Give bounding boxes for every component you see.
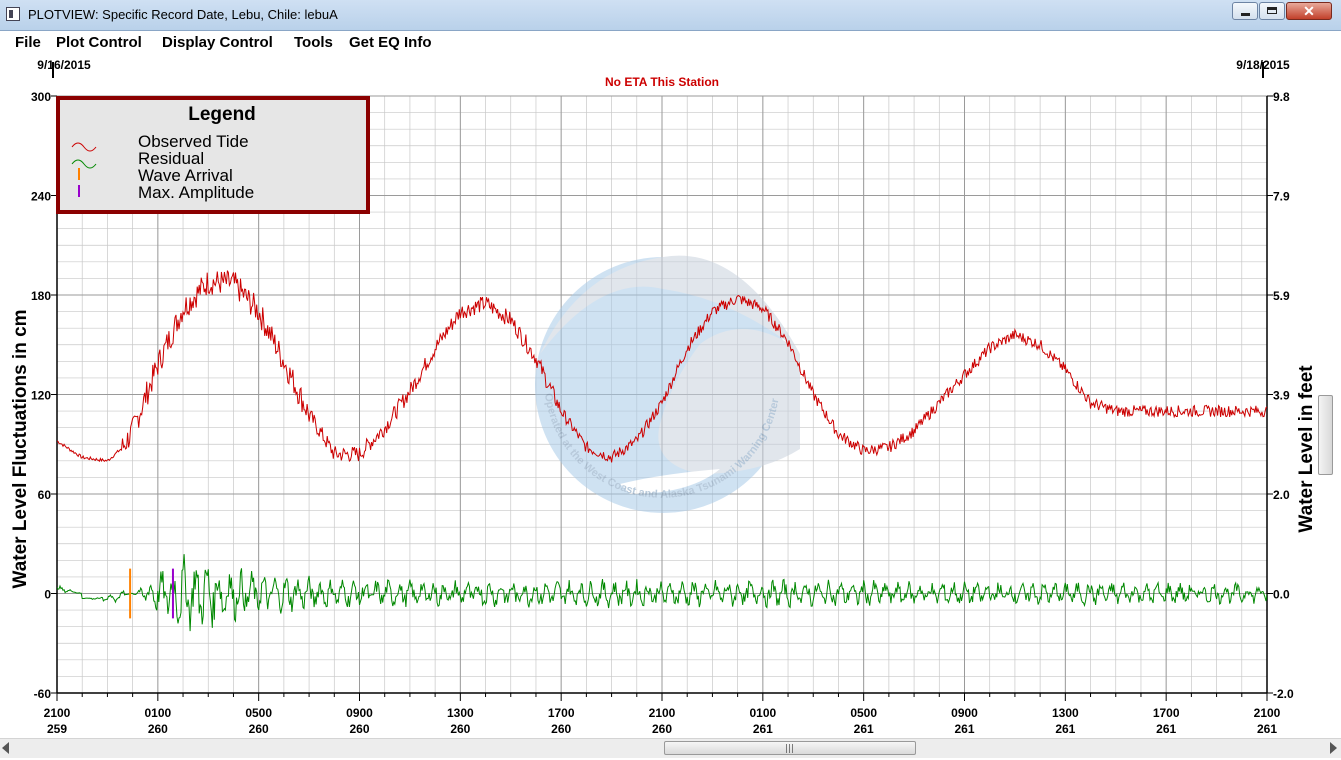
y-tick-label-left: 180 [31, 289, 51, 303]
observed-tide-line [57, 270, 1267, 463]
x-tick-label-day: 260 [551, 722, 571, 736]
horizontal-scrollbar[interactable]: ||| [0, 738, 1341, 758]
legend-box: Legend Observed Tide Residual Wave Arriv… [56, 96, 370, 214]
x-tick-label-day: 261 [854, 722, 874, 736]
x-tick-label-day: 261 [954, 722, 974, 736]
residual-line [57, 554, 1267, 632]
menu-file[interactable]: File [15, 34, 41, 51]
x-tick-label-time: 0500 [850, 706, 877, 720]
scroll-thumb[interactable]: ||| [664, 741, 916, 755]
x-tick-label-time: 1700 [548, 706, 575, 720]
start-date-label: 9/16/2015 [37, 58, 91, 72]
y-tick-label-left: 120 [31, 389, 51, 403]
x-tick-label-day: 260 [652, 722, 672, 736]
close-button[interactable]: ✕ [1286, 2, 1332, 20]
y-tick-label-left: 0 [44, 588, 51, 602]
eta-message: No ETA This Station [605, 75, 719, 89]
scroll-left-arrow-icon[interactable] [2, 742, 9, 754]
window-title: PLOTVIEW: Specific Record Date, Lebu, Ch… [28, 7, 338, 22]
y-tick-label-right: 9.8 [1273, 90, 1290, 104]
x-tick-label-time: 1300 [1052, 706, 1079, 720]
window-titlebar: PLOTVIEW: Specific Record Date, Lebu, Ch… [0, 0, 1341, 31]
axis-tick-labels: 300 9.8 240 7.9 180 5.9 120 3.9 60 2.0 0 0.0 -60 -2.0… [31, 90, 1294, 736]
y-tick-label-right: 2.0 [1273, 488, 1290, 502]
y-tick-label-right: 3.9 [1273, 389, 1290, 403]
y-tick-label-left: 300 [31, 90, 51, 104]
tide-chart: Operated at the West Coast and Alaska Ts… [10, 58, 1317, 736]
maximize-button[interactable] [1259, 2, 1285, 20]
plot-area: Operated at the West Coast and Alaska Ts… [0, 54, 1341, 738]
y-tick-label-right: 7.9 [1273, 190, 1290, 204]
x-tick-label-time: 0100 [144, 706, 171, 720]
scroll-right-arrow-icon[interactable] [1330, 742, 1337, 754]
x-tick-label-time: 2100 [1254, 706, 1281, 720]
y-tick-label-right: 5.9 [1273, 289, 1290, 303]
residual-wave-icon [71, 159, 97, 169]
legend-observed-tide: Observed Tide [138, 132, 249, 151]
minimize-button[interactable] [1232, 2, 1258, 20]
end-date-label: 9/18/2015 [1236, 58, 1290, 72]
app-icon [6, 7, 20, 21]
y-axis-label-right: Water Level in feet [1296, 365, 1317, 533]
x-tick-label-day: 261 [753, 722, 773, 736]
x-tick-label-day: 261 [1257, 722, 1277, 736]
x-tick-label-time: 0900 [346, 706, 373, 720]
y-tick-label-right: -2.0 [1273, 687, 1294, 701]
x-tick-label-time: 0100 [749, 706, 776, 720]
legend-wave-arrival: Wave Arrival [138, 166, 233, 185]
legend-title: Legend [188, 104, 256, 125]
menu-get-eq-info[interactable]: Get EQ Info [349, 34, 432, 51]
menu-bar: File Plot Control Display Control Tools … [0, 31, 1341, 54]
x-tick-label-time: 1300 [447, 706, 474, 720]
vertical-scrollbar-thumb[interactable] [1318, 395, 1333, 475]
x-tick-label-day: 260 [148, 722, 168, 736]
y-tick-label-left: -60 [34, 687, 52, 701]
y-tick-label-left: 240 [31, 190, 51, 204]
menu-tools[interactable]: Tools [294, 34, 333, 51]
noaa-logo-watermark: Operated at the West Coast and Alaska Ts… [535, 255, 800, 513]
x-tick-label-time: 2100 [44, 706, 71, 720]
x-tick-label-time: 2100 [649, 706, 676, 720]
y-axis-label-left: Water Level Fluctuations in cm [10, 309, 31, 588]
x-tick-label-time: 0500 [245, 706, 272, 720]
x-tick-label-day: 260 [450, 722, 470, 736]
observed-tide-wave-icon [71, 142, 97, 152]
menu-display-control[interactable]: Display Control [162, 34, 273, 51]
x-tick-label-day: 261 [1156, 722, 1176, 736]
x-tick-label-time: 0900 [951, 706, 978, 720]
x-tick-label-time: 1700 [1153, 706, 1180, 720]
legend-max-amplitude: Max. Amplitude [138, 183, 254, 202]
x-tick-label-day: 260 [349, 722, 369, 736]
x-tick-label-day: 260 [249, 722, 269, 736]
grip-icon: ||| [785, 744, 795, 754]
x-tick-label-day: 259 [47, 722, 67, 736]
x-tick-label-day: 261 [1055, 722, 1075, 736]
y-tick-label-left: 60 [38, 488, 52, 502]
y-tick-label-right: 0.0 [1273, 588, 1290, 602]
legend-residual: Residual [138, 149, 204, 168]
menu-plot-control[interactable]: Plot Control [56, 34, 142, 51]
